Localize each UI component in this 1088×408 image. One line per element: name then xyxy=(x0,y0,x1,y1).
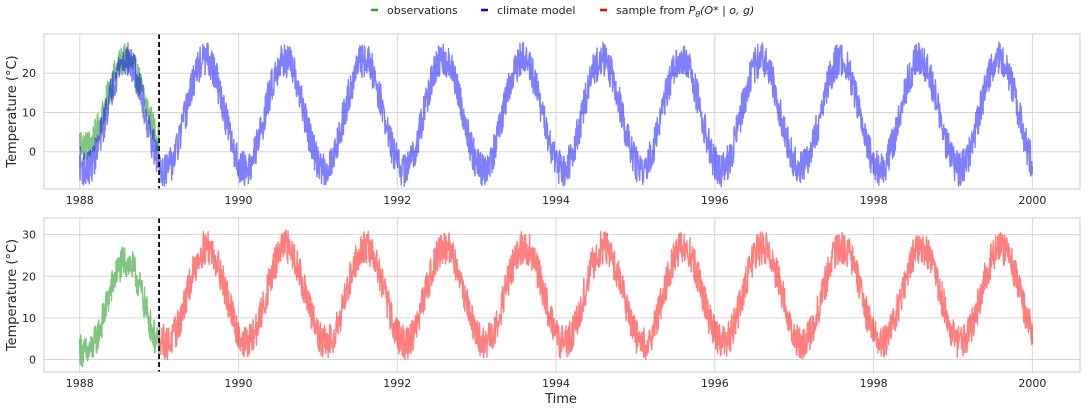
y-tick-label: 0 xyxy=(29,146,36,159)
legend-label: sample from Pθ(O* | o, g) xyxy=(616,4,754,19)
x-axis-label: Time xyxy=(544,392,577,407)
gridlines xyxy=(44,218,1080,372)
y-tick-label: 10 xyxy=(22,312,36,325)
x-tick-label: 1994 xyxy=(542,377,570,390)
axes-frame xyxy=(43,217,1081,373)
y-tick-label: 0 xyxy=(29,354,36,367)
y-axis-label: Temperature (°C) xyxy=(5,239,20,352)
y-tick-label: 20 xyxy=(22,270,36,283)
x-tick-label: 1992 xyxy=(383,377,411,390)
x-tick-label: 1996 xyxy=(701,194,729,207)
legend-label: observations xyxy=(387,4,458,17)
y-tick-label: 20 xyxy=(22,67,36,80)
y-tick-label: 30 xyxy=(22,229,36,242)
bottom-panel: 1988 1990 1992 1994 1996 1998 2000 0 10 20 30Tempe… xyxy=(5,217,1081,390)
y-tick-label: 10 xyxy=(22,106,36,119)
x-tick-label: 1992 xyxy=(383,194,411,207)
x-tick-label: 1988 xyxy=(66,377,94,390)
x-tick-label: 1998 xyxy=(860,377,888,390)
y-axis-label: Temperature (°C) xyxy=(5,55,20,168)
axes-frame xyxy=(43,33,1081,190)
x-tick-label: 1998 xyxy=(860,194,888,207)
legend-label: climate model xyxy=(497,4,575,17)
series-line xyxy=(79,41,1034,188)
x-tick-label: 1990 xyxy=(224,194,252,207)
x-tick-label: 2000 xyxy=(1018,377,1046,390)
x-tick-label: 2000 xyxy=(1018,194,1046,207)
x-tick-label: 1996 xyxy=(701,377,729,390)
series-line xyxy=(79,246,160,368)
x-tick-label: 1990 xyxy=(224,377,252,390)
top-panel: 1988 1990 1992 1994 1996 1998 2000 0 10 20Tempera… xyxy=(5,33,1081,207)
legend: observations climate model sample from Pθ(… xyxy=(371,4,754,19)
series-line xyxy=(158,229,1034,361)
x-tick-label: 1988 xyxy=(66,194,94,207)
x-tick-label: 1994 xyxy=(542,194,570,207)
